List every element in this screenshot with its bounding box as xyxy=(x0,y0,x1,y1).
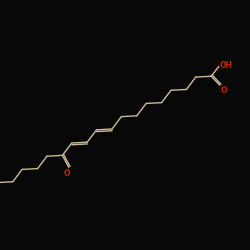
Text: O: O xyxy=(221,86,227,95)
Text: O: O xyxy=(64,169,70,178)
Text: OH: OH xyxy=(220,62,233,70)
